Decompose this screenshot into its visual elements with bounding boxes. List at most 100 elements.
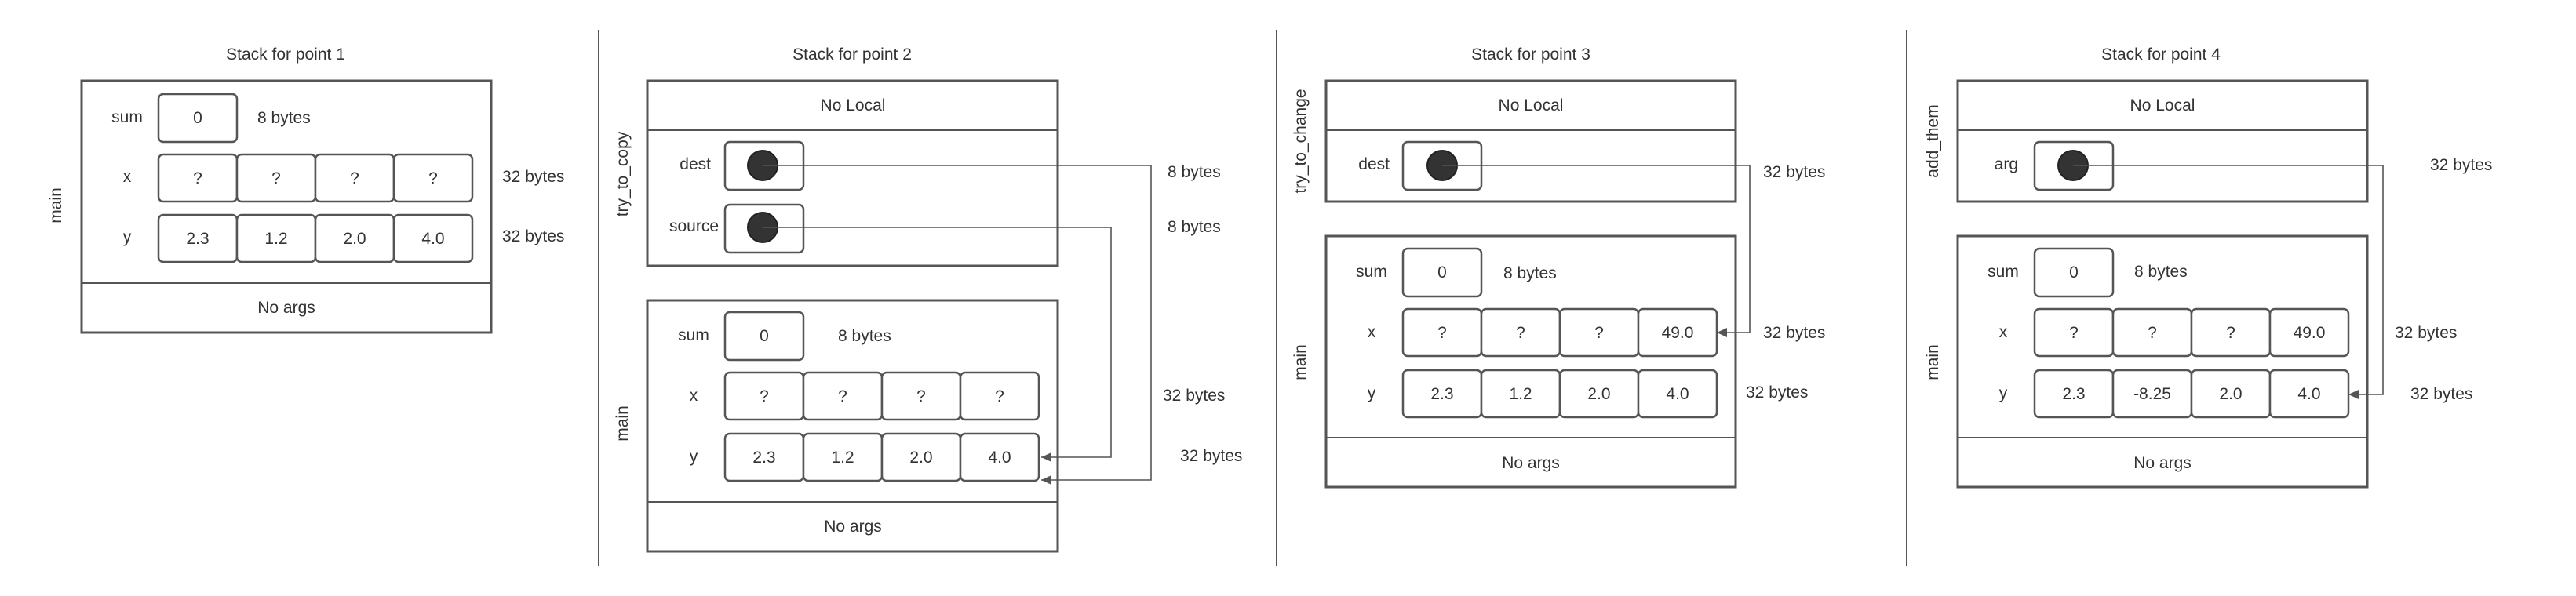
- cell-value: 2.0: [909, 449, 932, 467]
- variable-label-dest: dest: [680, 155, 711, 173]
- frame-function-label: try_to_copy: [614, 131, 632, 216]
- panel-title: Stack for point 3: [1471, 45, 1590, 64]
- cell-value: ?: [838, 387, 847, 405]
- panel-point-4: Stack for point 4 add_them No Local arg …: [1924, 45, 2492, 489]
- cell-value: 2.0: [343, 230, 366, 248]
- locals-label: No Local: [821, 96, 886, 114]
- panel-title: Stack for point 1: [226, 45, 345, 64]
- args-label: No args: [824, 518, 882, 536]
- cell-value: ?: [2226, 324, 2235, 342]
- cell-value: ?: [271, 169, 281, 187]
- cell-value: 0: [760, 327, 769, 345]
- variable-label-x: x: [123, 168, 132, 186]
- size-label: 8 bytes: [1168, 163, 1221, 181]
- variable-label-y: y: [1999, 384, 2008, 402]
- cell-value: ?: [1437, 324, 1447, 342]
- variable-label-source: source: [669, 217, 719, 235]
- pointer-arrow-dest: [763, 165, 1152, 481]
- panel-title: Stack for point 4: [2101, 45, 2221, 64]
- stack-frame-main: [646, 299, 1059, 553]
- memory-cell: [959, 371, 1040, 421]
- size-label: 32 bytes: [502, 168, 564, 186]
- cell-value: 49.0: [2294, 324, 2326, 342]
- panel-title: Stack for point 2: [792, 45, 912, 64]
- variable-label-x: x: [690, 387, 698, 405]
- cell-value: 2.3: [752, 449, 775, 467]
- variable-label-sum: sum: [1356, 263, 1387, 281]
- cell-value: 2.0: [1587, 385, 1610, 403]
- cell-value: 4.0: [988, 449, 1011, 467]
- size-label: 32 bytes: [1763, 163, 1825, 181]
- frame-function-label: main: [1924, 344, 1942, 380]
- stack-frame-main: [1324, 234, 1737, 489]
- cell-value: 4.0: [2297, 385, 2320, 403]
- memory-cell: [157, 93, 239, 144]
- cell-value: 4.0: [1666, 385, 1689, 403]
- cell-value: ?: [350, 169, 359, 187]
- size-label: 8 bytes: [1503, 264, 1557, 282]
- cell-value: ?: [1516, 324, 1525, 342]
- stack-frame-main: [1956, 234, 2369, 489]
- stack-frame-try-to-change: [1324, 79, 1737, 203]
- args-label: No args: [1502, 454, 1560, 472]
- frame-function-label: main: [614, 405, 632, 442]
- args-label: No args: [257, 299, 315, 317]
- cell-value: -8.25: [2133, 385, 2171, 403]
- size-label: 32 bytes: [1163, 387, 1225, 405]
- pointer-arrow-source: [763, 227, 1112, 458]
- memory-cell: [959, 432, 1040, 482]
- arrowhead-icon: [1041, 452, 1051, 462]
- cell-value: 2.3: [2062, 385, 2085, 403]
- size-label: 32 bytes: [2430, 156, 2492, 174]
- cell-value: ?: [916, 387, 926, 405]
- frame-function-label: try_to_change: [1292, 89, 1310, 193]
- cell-value: ?: [2069, 324, 2079, 342]
- panel-point-2: Stack for point 2 try_to_copy No Local d…: [614, 45, 1242, 553]
- stack-frame-main: [80, 79, 493, 334]
- cell-value: 2.3: [1430, 385, 1453, 403]
- size-label: 32 bytes: [2410, 385, 2472, 403]
- memory-cell: [1401, 247, 1483, 298]
- cell-value: 2.0: [2219, 385, 2242, 403]
- memory-cell: [392, 213, 474, 263]
- frame-function-label: main: [47, 187, 65, 224]
- size-label: 32 bytes: [1746, 383, 1808, 402]
- frame-function-label: main: [1292, 344, 1310, 380]
- variable-label-sum: sum: [111, 108, 143, 126]
- memory-cell: [392, 153, 474, 203]
- cell-value: ?: [193, 169, 202, 187]
- memory-cell: [723, 311, 805, 362]
- variable-label-x: x: [1368, 323, 1376, 341]
- variable-label-x: x: [1999, 323, 2008, 341]
- cell-value: 2.3: [186, 230, 209, 248]
- stack-frame-try-to-copy: [646, 79, 1059, 267]
- cell-value: 1.2: [264, 230, 287, 248]
- size-label: 32 bytes: [502, 227, 564, 245]
- variable-label-y: y: [123, 228, 132, 246]
- variable-label-y: y: [690, 448, 698, 466]
- cell-value: ?: [2148, 324, 2157, 342]
- size-label: 32 bytes: [2395, 324, 2457, 342]
- variable-label-sum: sum: [1988, 263, 2019, 281]
- cell-value: ?: [428, 169, 438, 187]
- size-label: 32 bytes: [1763, 324, 1825, 342]
- size-label: 8 bytes: [1168, 218, 1221, 236]
- cell-value: ?: [760, 387, 769, 405]
- arrowhead-icon: [1717, 328, 1727, 337]
- cell-value: 49.0: [1662, 324, 1694, 342]
- variable-label-dest: dest: [1358, 155, 1390, 173]
- size-label: 8 bytes: [2134, 263, 2188, 281]
- locals-label: No Local: [1499, 96, 1564, 114]
- size-label: 8 bytes: [838, 327, 891, 345]
- cell-value: 0: [1437, 263, 1447, 282]
- pointer-arrow-dest: [1442, 165, 1751, 333]
- frame-function-label: add_them: [1924, 104, 1942, 177]
- memory-cell: [2268, 369, 2350, 419]
- args-label: No args: [2133, 454, 2192, 472]
- panel-point-1: Stack for point 1 main sum 0 8 bytes x ?…: [47, 45, 564, 334]
- cell-value: 4.0: [421, 230, 444, 248]
- pointer-arrow-arg: [2073, 165, 2384, 395]
- variable-label-sum: sum: [678, 326, 709, 344]
- size-label: 8 bytes: [257, 109, 311, 127]
